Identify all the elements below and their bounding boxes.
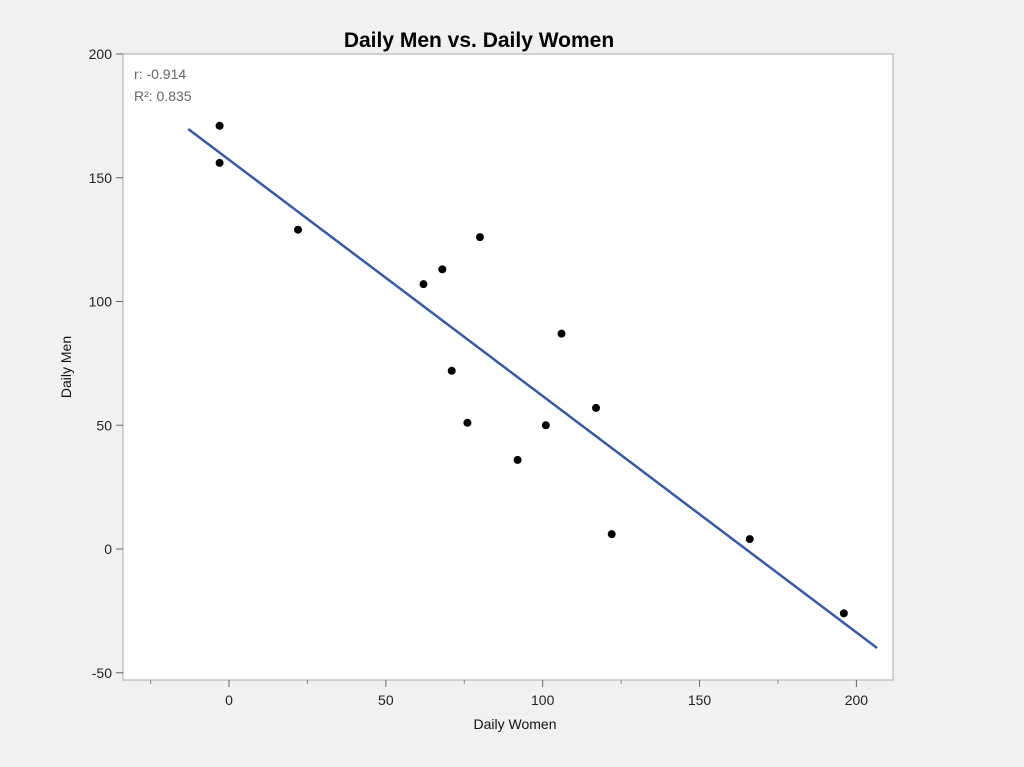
data-point: [557, 329, 566, 338]
annotation-r2: R²: 0.835: [134, 88, 192, 104]
x-tick-label: 50: [378, 692, 394, 708]
y-tick-label: 50: [96, 417, 112, 433]
data-point: [475, 233, 484, 242]
y-tick-label: 150: [89, 170, 113, 186]
data-point: [419, 280, 428, 289]
y-axis-label: Daily Men: [58, 336, 74, 398]
data-point: [438, 265, 447, 274]
data-point: [745, 535, 754, 544]
data-point: [592, 403, 601, 412]
x-axis-label: Daily Women: [474, 716, 557, 732]
data-point: [513, 455, 522, 464]
data-point: [294, 225, 303, 234]
chart-title: Daily Men vs. Daily Women: [344, 29, 614, 52]
data-point: [215, 158, 224, 167]
x-tick-label: 0: [225, 692, 233, 708]
regression-line: [187, 127, 878, 649]
x-tick-label: 100: [531, 692, 555, 708]
x-tick-label: 150: [688, 692, 712, 708]
data-point: [839, 609, 848, 618]
y-tick-label: 100: [89, 294, 113, 310]
plot-area: [122, 53, 894, 681]
data-point: [447, 366, 456, 375]
data-point: [541, 421, 550, 430]
data-point: [215, 121, 224, 130]
x-tick-label: 200: [845, 692, 869, 708]
y-tick-label: 200: [89, 46, 113, 62]
y-tick-label: -50: [92, 665, 112, 681]
annotation-r: r: -0.914: [134, 66, 186, 82]
data-point: [607, 530, 616, 539]
y-tick-label: 0: [104, 541, 112, 557]
data-point: [463, 418, 472, 427]
